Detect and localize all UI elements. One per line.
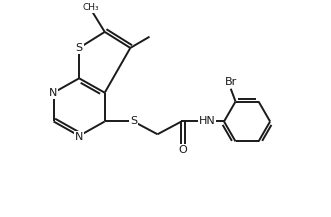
Text: N: N [49, 88, 57, 98]
Text: HN: HN [199, 117, 215, 127]
Text: CH₃: CH₃ [82, 3, 99, 12]
Text: N: N [75, 132, 83, 141]
Text: S: S [75, 43, 83, 53]
Text: S: S [130, 117, 137, 127]
Text: O: O [179, 145, 187, 155]
Text: Br: Br [225, 77, 237, 87]
